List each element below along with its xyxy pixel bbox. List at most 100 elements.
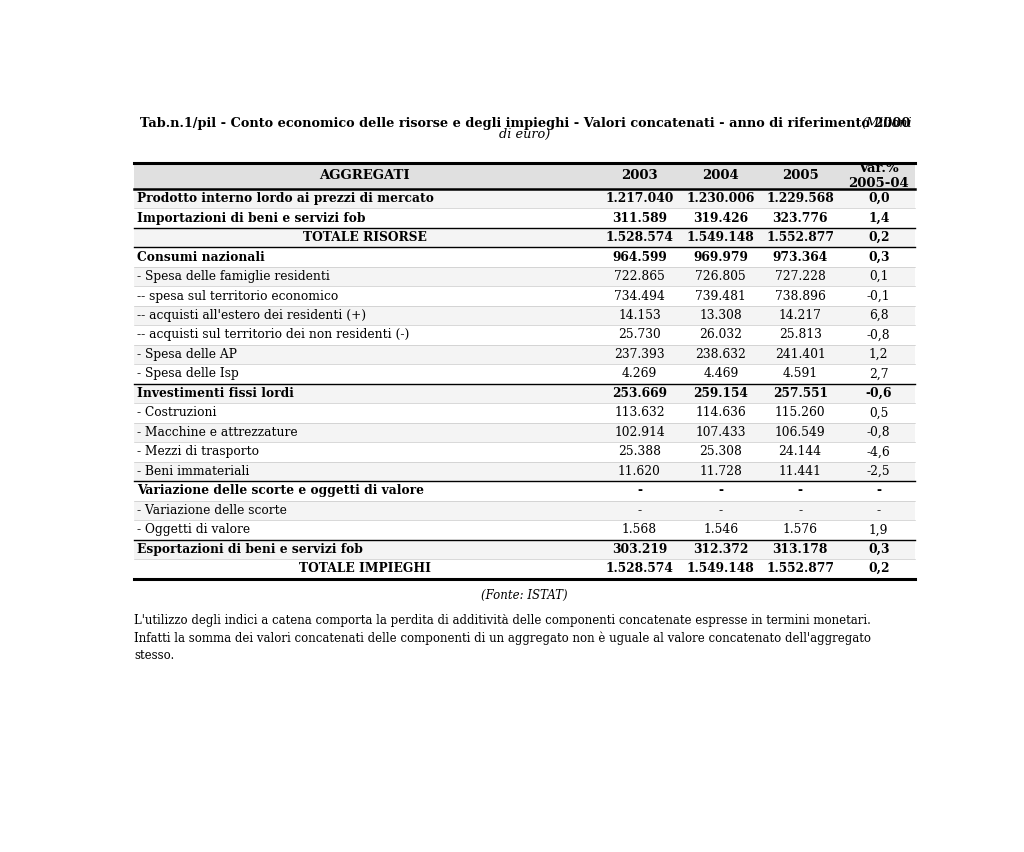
Text: -0,1: -0,1 bbox=[867, 290, 891, 302]
Text: 1,9: 1,9 bbox=[869, 523, 889, 536]
Text: - Spesa delle AP: - Spesa delle AP bbox=[137, 348, 237, 361]
Bar bbox=[134, 325, 915, 345]
Text: 238.632: 238.632 bbox=[695, 348, 746, 361]
Text: 1.576: 1.576 bbox=[782, 523, 818, 536]
Text: 25.308: 25.308 bbox=[699, 446, 742, 458]
Text: 0,2: 0,2 bbox=[868, 562, 890, 575]
Text: - Macchine e attrezzature: - Macchine e attrezzature bbox=[137, 426, 297, 439]
Text: 1.552.877: 1.552.877 bbox=[766, 562, 835, 575]
Text: 313.178: 313.178 bbox=[772, 543, 827, 556]
Text: 0,5: 0,5 bbox=[869, 406, 889, 419]
Text: 25.813: 25.813 bbox=[778, 329, 821, 342]
Text: 237.393: 237.393 bbox=[614, 348, 665, 361]
Text: 1.528.574: 1.528.574 bbox=[605, 231, 674, 244]
Text: 1.230.006: 1.230.006 bbox=[687, 192, 755, 205]
Text: 1.229.568: 1.229.568 bbox=[766, 192, 835, 205]
Text: 24.144: 24.144 bbox=[778, 446, 821, 458]
Text: - Beni immateriali: - Beni immateriali bbox=[137, 465, 249, 478]
Text: AGGREGATI: AGGREGATI bbox=[319, 170, 411, 182]
Bar bbox=[134, 383, 915, 403]
Text: TOTALE IMPIEGHI: TOTALE IMPIEGHI bbox=[299, 562, 431, 575]
Text: 1.568: 1.568 bbox=[622, 523, 657, 536]
Text: L'utilizzo degli indici a catena comporta la perdita di additività delle compone: L'utilizzo degli indici a catena comport… bbox=[134, 614, 871, 662]
Text: 739.481: 739.481 bbox=[695, 290, 746, 302]
Text: 323.776: 323.776 bbox=[772, 211, 828, 225]
Bar bbox=[134, 286, 915, 306]
Text: 1.549.148: 1.549.148 bbox=[687, 562, 755, 575]
Bar bbox=[134, 501, 915, 520]
Text: Tab.n.1/pil - Conto economico delle risorse e degli impieghi - Valori concatenat: Tab.n.1/pil - Conto economico delle riso… bbox=[139, 117, 910, 130]
Text: 113.632: 113.632 bbox=[614, 406, 665, 419]
Text: Importazioni di beni e servizi fob: Importazioni di beni e servizi fob bbox=[137, 211, 366, 225]
Text: 6,8: 6,8 bbox=[869, 309, 889, 322]
Text: 106.549: 106.549 bbox=[775, 426, 825, 439]
Text: 722.865: 722.865 bbox=[614, 270, 665, 283]
Text: 1.528.574: 1.528.574 bbox=[605, 562, 674, 575]
Bar bbox=[134, 345, 915, 364]
Text: -- acquisti sul territorio dei non residenti (-): -- acquisti sul territorio dei non resid… bbox=[137, 329, 410, 342]
Bar bbox=[134, 189, 915, 209]
Text: 11.728: 11.728 bbox=[699, 465, 742, 478]
Text: -- spesa sul territorio economico: -- spesa sul territorio economico bbox=[137, 290, 338, 302]
Text: 1.549.148: 1.549.148 bbox=[687, 231, 755, 244]
Text: 734.494: 734.494 bbox=[614, 290, 665, 302]
Bar bbox=[134, 247, 915, 267]
Text: 0,2: 0,2 bbox=[868, 231, 890, 244]
Text: 115.260: 115.260 bbox=[775, 406, 825, 419]
Text: -4,6: -4,6 bbox=[867, 446, 891, 458]
Text: Consumi nazionali: Consumi nazionali bbox=[137, 250, 264, 263]
Text: 259.154: 259.154 bbox=[693, 387, 749, 400]
Text: di euro): di euro) bbox=[499, 128, 551, 141]
Text: 738.896: 738.896 bbox=[775, 290, 825, 302]
Bar bbox=[134, 442, 915, 462]
Text: -0,8: -0,8 bbox=[867, 329, 891, 342]
Text: 1.546: 1.546 bbox=[703, 523, 738, 536]
Text: -: - bbox=[718, 484, 723, 498]
Text: TOTALE RISORSE: TOTALE RISORSE bbox=[303, 231, 427, 244]
Bar bbox=[134, 559, 915, 579]
Text: 4.591: 4.591 bbox=[782, 367, 818, 381]
Bar bbox=[134, 403, 915, 423]
Text: (Fonte: ISTAT): (Fonte: ISTAT) bbox=[481, 589, 568, 602]
Text: Prodotto interno lordo ai prezzi di mercato: Prodotto interno lordo ai prezzi di merc… bbox=[137, 192, 433, 205]
Text: 26.032: 26.032 bbox=[699, 329, 742, 342]
Text: 241.401: 241.401 bbox=[775, 348, 825, 361]
Text: 107.433: 107.433 bbox=[695, 426, 746, 439]
Text: 727.228: 727.228 bbox=[775, 270, 825, 283]
Text: 973.364: 973.364 bbox=[772, 250, 827, 263]
Bar bbox=[134, 462, 915, 481]
Text: - Oggetti di valore: - Oggetti di valore bbox=[137, 523, 250, 536]
Text: 1,2: 1,2 bbox=[869, 348, 889, 361]
Text: 0,3: 0,3 bbox=[868, 250, 890, 263]
Text: -: - bbox=[877, 504, 881, 517]
Text: -: - bbox=[719, 504, 723, 517]
Text: 257.551: 257.551 bbox=[773, 387, 827, 400]
Text: 0,1: 0,1 bbox=[869, 270, 889, 283]
Text: 0,0: 0,0 bbox=[868, 192, 890, 205]
Text: 14.153: 14.153 bbox=[618, 309, 660, 322]
Text: 13.308: 13.308 bbox=[699, 309, 742, 322]
Text: - Spesa delle famiglie residenti: - Spesa delle famiglie residenti bbox=[137, 270, 330, 283]
Text: 964.599: 964.599 bbox=[612, 250, 667, 263]
Bar bbox=[134, 481, 915, 501]
Text: 2,7: 2,7 bbox=[869, 367, 889, 381]
Text: -: - bbox=[798, 504, 802, 517]
Bar bbox=[134, 209, 915, 227]
Bar bbox=[134, 306, 915, 325]
Text: -: - bbox=[877, 484, 882, 498]
Text: -: - bbox=[798, 484, 803, 498]
Text: 2004: 2004 bbox=[702, 170, 739, 182]
Text: -- acquisti all'estero dei residenti (+): -- acquisti all'estero dei residenti (+) bbox=[137, 309, 366, 322]
Text: -2,5: -2,5 bbox=[867, 465, 891, 478]
Text: -: - bbox=[637, 504, 642, 517]
Text: 4.269: 4.269 bbox=[622, 367, 657, 381]
Text: Variazione delle scorte e oggetti di valore: Variazione delle scorte e oggetti di val… bbox=[137, 484, 424, 498]
Text: Investimenti fissi lordi: Investimenti fissi lordi bbox=[137, 387, 294, 400]
Text: 1.552.877: 1.552.877 bbox=[766, 231, 835, 244]
Text: 303.219: 303.219 bbox=[612, 543, 667, 556]
Text: 0,3: 0,3 bbox=[868, 543, 890, 556]
Text: 2003: 2003 bbox=[622, 170, 657, 182]
Text: (Milioni: (Milioni bbox=[861, 117, 912, 130]
Bar bbox=[134, 227, 915, 247]
Text: 253.669: 253.669 bbox=[612, 387, 667, 400]
